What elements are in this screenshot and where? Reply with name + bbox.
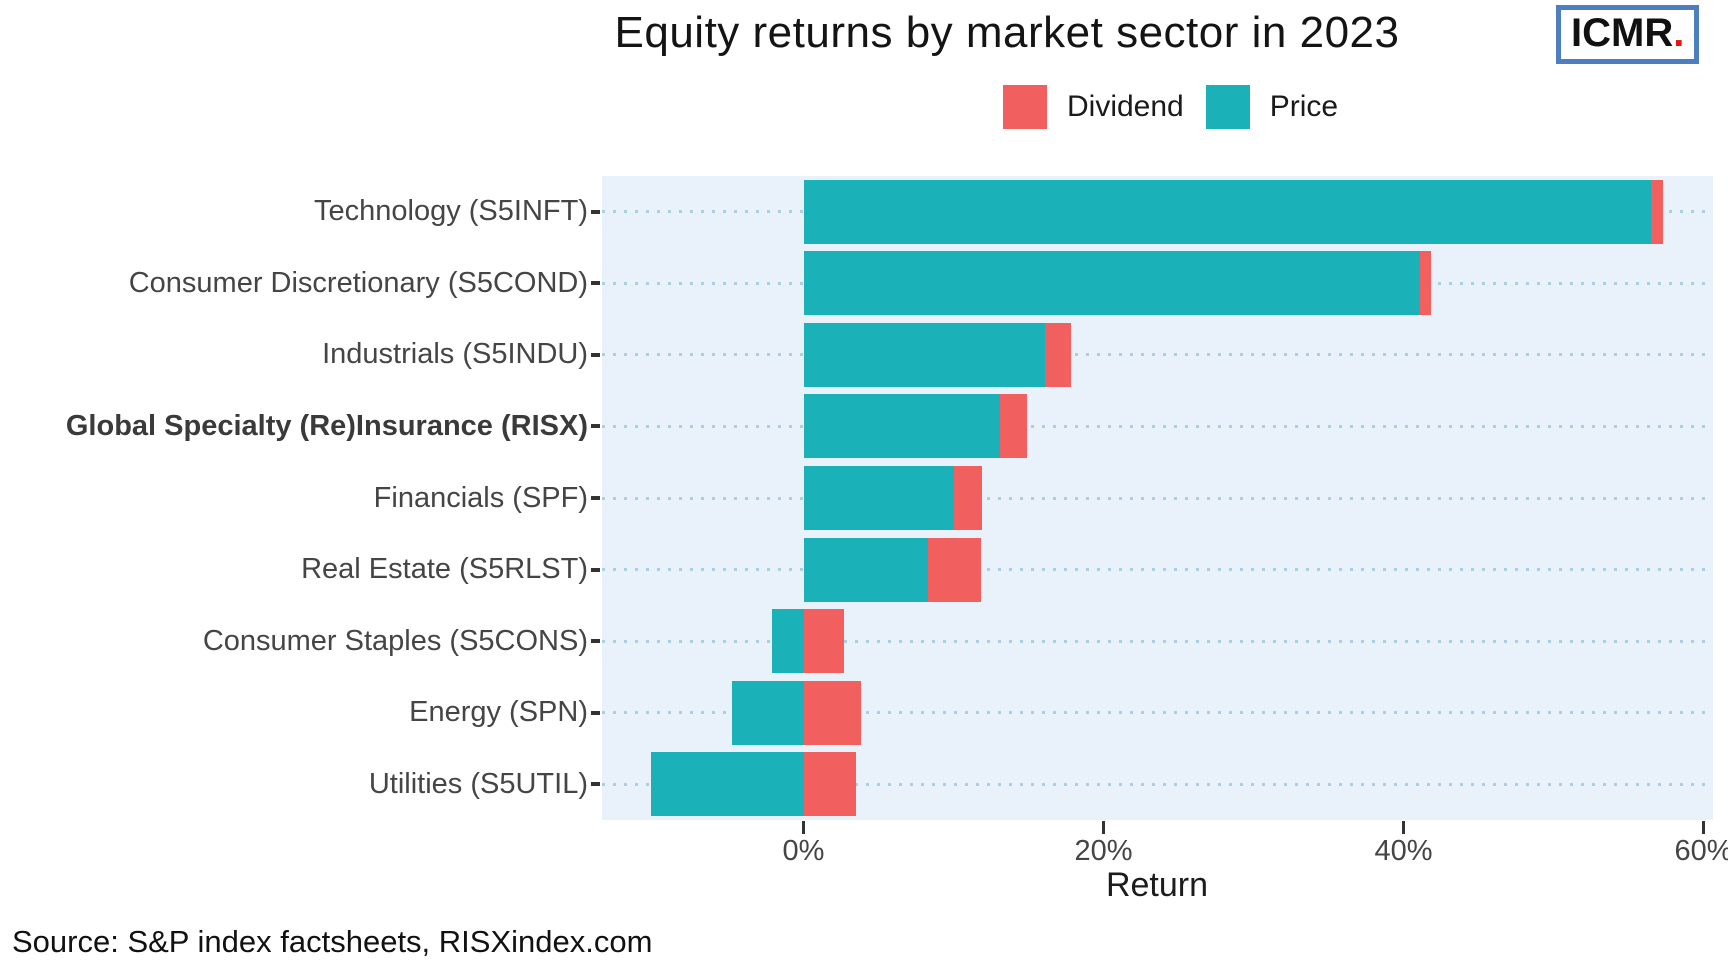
- x-tick-label: 40%: [1374, 835, 1433, 867]
- gridline: [602, 353, 1713, 357]
- y-axis-tick: [591, 209, 600, 214]
- gridline: [602, 639, 1713, 643]
- category-label: Consumer Discretionary (S5COND): [128, 266, 588, 299]
- x-tick-label: 60%: [1674, 835, 1728, 867]
- price-bar-4: [803, 466, 954, 530]
- x-axis-title: Return: [1105, 866, 1209, 904]
- chart-legend: Dividend Price: [1003, 85, 1360, 129]
- category-label: Energy (SPN): [409, 696, 588, 729]
- icmr-logo: ICMR.: [1556, 5, 1700, 64]
- category-label: Industrials (S5INDU): [322, 338, 588, 371]
- dividend-bar-8: [803, 752, 856, 817]
- y-axis-tick: [591, 424, 600, 429]
- gridline: [602, 711, 1713, 715]
- price-bar-8: [650, 752, 804, 817]
- gridline: [602, 782, 1713, 786]
- icmr-logo-dot: .: [1673, 11, 1685, 55]
- dividend-bar-6: [803, 609, 844, 674]
- dividend-bar-1: [1420, 251, 1431, 316]
- category-label: Global Specialty (Re)Insurance (RISX): [65, 409, 588, 442]
- category-label: Technology (S5INFT): [314, 195, 588, 228]
- gridline: [602, 496, 1713, 500]
- y-axis-tick: [591, 639, 600, 644]
- dividend-bar-5: [928, 537, 981, 602]
- x-axis-tick: [1102, 821, 1105, 834]
- price-swatch-icon: [1205, 85, 1250, 129]
- y-axis-tick: [591, 352, 600, 357]
- y-axis-tick: [591, 782, 600, 787]
- x-tick-label: 20%: [1074, 835, 1133, 867]
- price-bar-1: [803, 251, 1420, 316]
- legend-label-dividend: Dividend: [1067, 90, 1184, 123]
- x-tick-label: 0%: [782, 835, 825, 867]
- chart-title: Equity returns by market sector in 2023: [614, 8, 1400, 57]
- x-axis-tick: [802, 821, 805, 834]
- legend-label-price: Price: [1269, 90, 1339, 123]
- dividend-bar-2: [1045, 322, 1071, 387]
- price-bar-6: [772, 609, 804, 674]
- category-label: Utilities (S5UTIL): [368, 767, 588, 800]
- y-axis-tick: [591, 567, 600, 572]
- dividend-bar-3: [1000, 394, 1027, 459]
- x-axis-tick: [1702, 821, 1705, 834]
- dividend-bar-0: [1651, 179, 1663, 244]
- price-bar-7: [731, 680, 804, 745]
- category-label: Real Estate (S5RLST): [301, 553, 588, 586]
- y-axis-tick: [591, 710, 600, 715]
- category-label: Consumer Staples (S5CONS): [202, 624, 588, 657]
- price-bar-5: [803, 537, 928, 602]
- dividend-bar-4: [953, 466, 982, 530]
- price-bar-2: [803, 322, 1045, 387]
- x-axis-tick: [1402, 821, 1405, 834]
- y-axis-tick: [591, 281, 600, 286]
- icmr-logo-text: ICMR: [1571, 11, 1674, 55]
- price-bar-3: [803, 394, 1000, 459]
- dividend-bar-7: [803, 680, 861, 745]
- source-note: Source: S&P index factsheets, RISXindex.…: [12, 924, 653, 959]
- y-axis-tick: [591, 496, 600, 500]
- plot-panel: [602, 176, 1713, 820]
- gridline: [602, 568, 1713, 572]
- category-label: Financials (SPF): [373, 481, 588, 514]
- gridline: [602, 424, 1713, 428]
- price-bar-0: [803, 179, 1651, 244]
- dividend-swatch-icon: [1003, 85, 1047, 129]
